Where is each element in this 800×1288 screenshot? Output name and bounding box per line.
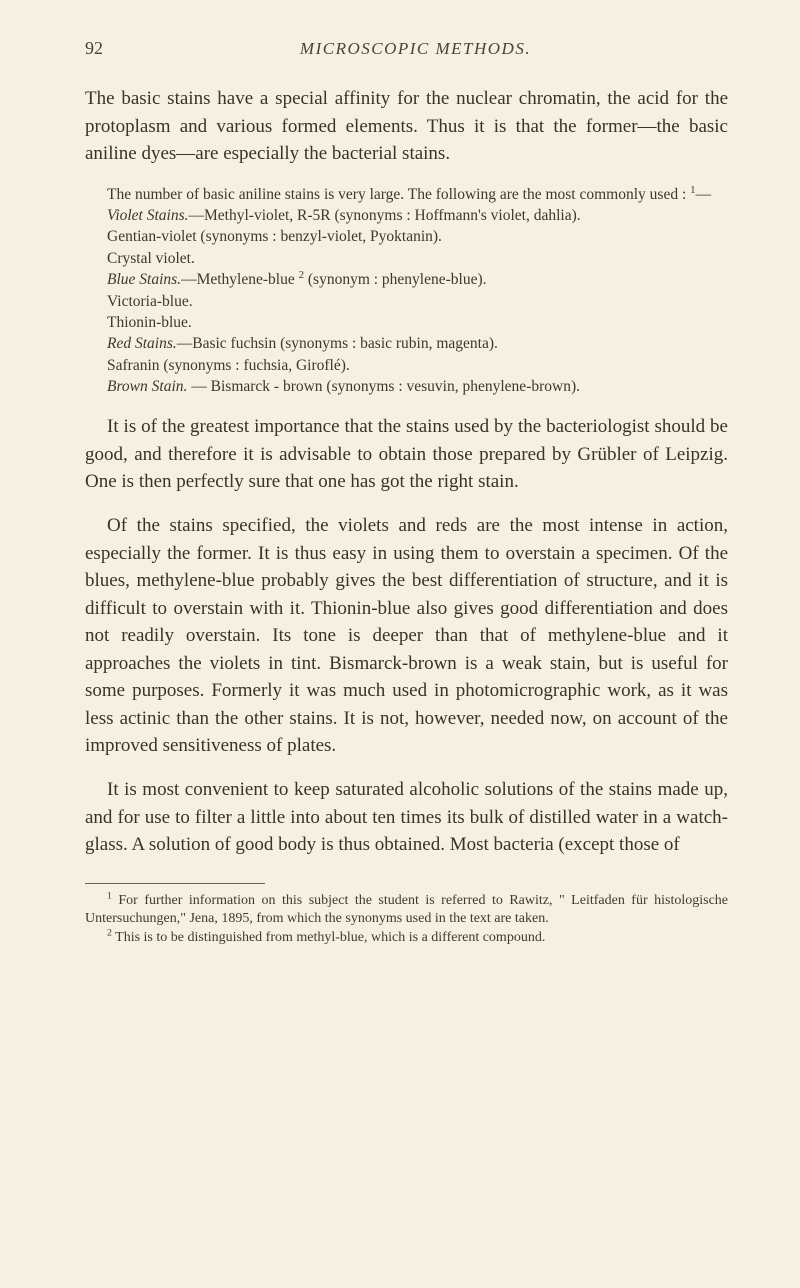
blue-stains-line: Blue Stains.—Methylene-blue 2 (synonym :… [85,269,728,290]
violet-stains-line: Violet Stains.—Methyl-violet, R-5R (syno… [85,205,728,226]
red-stains-body: —Basic fuchsin (synonyms : basic rubin, … [177,335,498,352]
page-header: 92 MICROSCOPIC METHODS. [85,38,728,59]
red-stains-label: Red Stains. [107,335,177,352]
footnote-2: 2 This is to be distinguished from methy… [85,929,728,948]
brown-stain-body: — Bismarck - brown (synonyms : vesuvin, … [187,378,580,395]
victoria-blue-line: Victoria-blue. [85,291,728,312]
solutions-paragraph: It is most convenient to keep saturated … [85,776,728,859]
red-stains-line: Red Stains.—Basic fuchsin (synonyms : ba… [85,333,728,354]
thionin-blue-line: Thionin-blue. [85,312,728,333]
page-number: 92 [85,38,103,59]
gentian-violet-line: Gentian-violet (synonyms : benzyl-violet… [85,226,728,247]
intro-paragraph: The basic stains have a special affinity… [85,85,728,168]
crystal-violet-line: Crystal violet. [85,248,728,269]
stain-list-section: The number of basic aniline stains is ve… [85,184,728,398]
importance-paragraph: It is of the greatest importance that th… [85,413,728,496]
blue-stains-body-a: —Methylene-blue [181,271,299,288]
footnote-2-text: This is to be distinguished from methyl-… [112,930,545,945]
footnote-separator [85,883,265,884]
brown-stain-label: Brown Stain. [107,378,187,395]
running-title: MICROSCOPIC METHODS. [103,39,728,59]
intro-text-b: — [696,186,712,203]
safranin-line: Safranin (synonyms : fuchsia, Giroflé). [85,355,728,376]
violet-stains-body: —Methyl-violet, R-5R (synonyms : Hoffman… [189,207,581,224]
footnote-1: 1 For further information on this subjec… [85,892,728,930]
violet-stains-label: Violet Stains. [107,207,189,224]
blue-stains-label: Blue Stains. [107,271,181,288]
blue-stains-body-b: (synonym : phenylene-blue). [304,271,487,288]
brown-stain-line: Brown Stain. — Bismarck - brown (synonym… [85,376,728,397]
stain-list-intro: The number of basic aniline stains is ve… [85,184,728,205]
footnote-1-text: For further information on this subject … [85,893,728,927]
stain-comparison-paragraph: Of the stains specified, the violets and… [85,512,728,760]
intro-text-a: The number of basic aniline stains is ve… [107,186,690,203]
